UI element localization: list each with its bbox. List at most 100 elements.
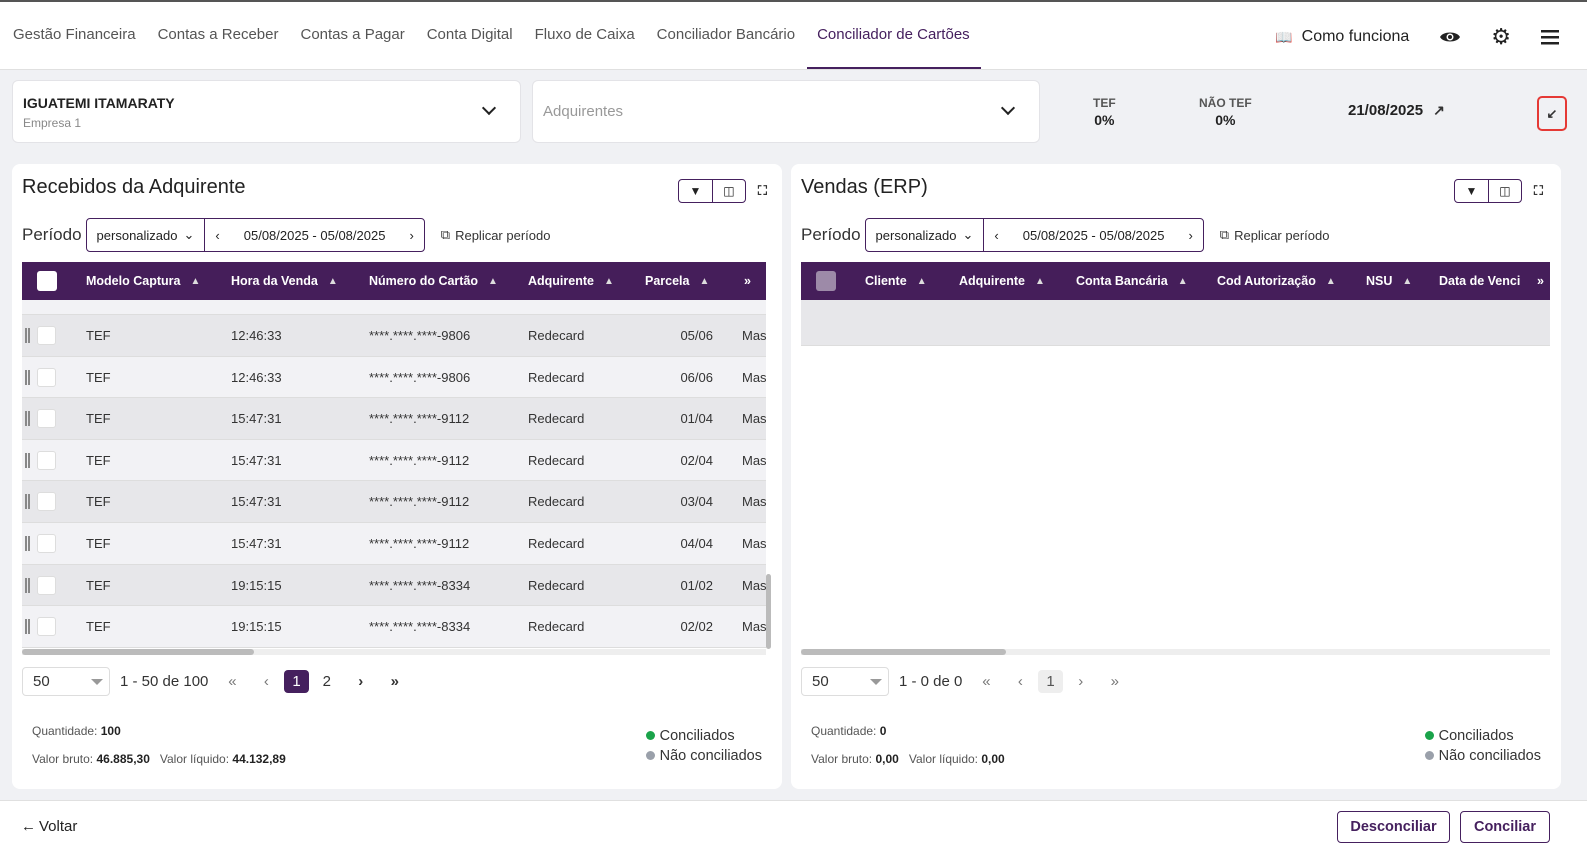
- more-columns-icon[interactable]: »: [744, 274, 751, 288]
- page-size-select[interactable]: 50: [801, 667, 889, 696]
- drag-handle-icon[interactable]: [25, 369, 30, 385]
- col-label: Cod Autorização: [1217, 274, 1316, 288]
- row-checkbox[interactable]: [37, 326, 56, 345]
- prev-period-icon[interactable]: ‹: [215, 227, 220, 243]
- row-checkbox[interactable]: [37, 533, 56, 553]
- fullscreen-icon[interactable]: ⛶: [757, 183, 767, 198]
- nav-conta-digital[interactable]: Conta Digital: [426, 26, 513, 43]
- sort-icon: ▲: [1402, 275, 1413, 287]
- last-page-icon[interactable]: »: [390, 673, 399, 690]
- col-label: Hora da Venda: [231, 274, 318, 288]
- col-adquirente[interactable]: Adquirente ▲: [528, 274, 614, 288]
- drag-handle-icon[interactable]: [25, 494, 30, 510]
- last-page-icon[interactable]: »: [1110, 673, 1119, 690]
- row-checkbox[interactable]: [37, 492, 56, 512]
- table-row[interactable]: TEF 15:47:31 ****.****.****-9112 Redecard 03…: [22, 481, 766, 523]
- col-data-de-vencimento[interactable]: Data de Venci: [1439, 274, 1521, 288]
- date-range[interactable]: 05/08/2025 - 05/08/2025: [1022, 227, 1165, 243]
- table-row[interactable]: TEF 15:47:31 ****.****.****-9112 Redecard 01…: [22, 398, 766, 440]
- drag-handle-icon[interactable]: [25, 535, 30, 551]
- filter-icon[interactable]: ▼: [689, 184, 702, 198]
- col-modelo-captura[interactable]: Modelo Captura ▲: [86, 274, 200, 288]
- date-link[interactable]: 21/08/2025 ↗: [1348, 102, 1445, 119]
- col-conta-bancaria[interactable]: Conta Bancária ▲: [1076, 274, 1188, 288]
- first-page-icon[interactable]: «: [228, 673, 237, 690]
- como-funciona-button[interactable]: 📖 Como funciona: [1275, 28, 1409, 46]
- cell-modelo-captura: TEF: [86, 452, 111, 468]
- prev-period-icon[interactable]: ‹: [994, 227, 999, 243]
- drag-handle-icon[interactable]: [25, 619, 30, 635]
- col-nsu[interactable]: NSU ▲: [1366, 274, 1412, 288]
- columns-icon[interactable]: ◫: [1487, 180, 1521, 202]
- page-size-select[interactable]: 50: [22, 667, 110, 696]
- next-page-icon[interactable]: ›: [1078, 673, 1084, 690]
- page-1[interactable]: 1: [1038, 670, 1063, 693]
- collapse-button[interactable]: ↙: [1537, 96, 1567, 131]
- date-range[interactable]: 05/08/2025 - 05/08/2025: [243, 227, 386, 243]
- menu-icon[interactable]: [1541, 29, 1559, 45]
- nav-contas-a-receber[interactable]: Contas a Receber: [157, 26, 279, 43]
- desconciliar-button[interactable]: Desconciliar: [1337, 811, 1450, 843]
- replicar-periodo-button[interactable]: ⧉ Replicar período: [441, 227, 551, 243]
- col-adquirente[interactable]: Adquirente ▲: [959, 274, 1045, 288]
- select-all-checkbox[interactable]: [816, 271, 836, 291]
- table-row[interactable]: TEF 12:46:33 ****.****.****-9806 Redecard 06…: [22, 356, 766, 399]
- table-row[interactable]: TEF 15:47:31 ****.****.****-9112 Redecard 02…: [22, 439, 766, 482]
- drag-handle-icon[interactable]: [25, 411, 30, 427]
- pagination: 50 1 - 0 de 0 « ‹ 1 › »: [801, 667, 1125, 696]
- drag-handle-icon[interactable]: [25, 452, 30, 468]
- more-columns-icon[interactable]: »: [1537, 274, 1544, 288]
- table-row[interactable]: TEF 19:15:15 ****.****.****-8334 Redecard 02…: [22, 606, 766, 648]
- first-page-icon[interactable]: «: [982, 673, 991, 690]
- col-numero-do-cartao[interactable]: Número do Cartão ▲: [369, 274, 498, 288]
- liquido-value: 0,00: [981, 752, 1005, 766]
- drag-handle-icon[interactable]: [25, 328, 30, 343]
- next-period-icon[interactable]: ›: [409, 227, 414, 243]
- row-checkbox[interactable]: [37, 367, 56, 387]
- row-checkbox[interactable]: [37, 575, 56, 595]
- prev-page-icon[interactable]: ‹: [1017, 673, 1023, 690]
- horizontal-scrollbar[interactable]: [22, 649, 766, 655]
- cell-parcela: 06/06: [680, 369, 713, 385]
- fullscreen-icon[interactable]: ⛶: [1533, 183, 1543, 198]
- table-row[interactable]: TEF 15:47:31 ****.****.****-9112 Redecard 04…: [22, 522, 766, 565]
- select-all-checkbox[interactable]: [37, 271, 57, 291]
- col-cliente[interactable]: Cliente ▲: [865, 274, 927, 288]
- table-row[interactable]: TEF 12:46:33 ****.****.****-9806 Redecard 05…: [22, 315, 766, 357]
- table-row[interactable]: TEF 19:15:15 ****.****.****-8334 Redecard 01…: [22, 564, 766, 607]
- nav-contas-a-pagar[interactable]: Contas a Pagar: [300, 26, 405, 43]
- voltar-button[interactable]: ← Voltar: [21, 818, 77, 835]
- nav-conciliador-bancario[interactable]: Conciliador Bancário: [656, 26, 796, 43]
- next-period-icon[interactable]: ›: [1188, 227, 1193, 243]
- replicar-periodo-button[interactable]: ⧉ Replicar período: [1220, 227, 1330, 243]
- conciliar-button[interactable]: Conciliar: [1460, 811, 1550, 843]
- horizontal-scrollbar[interactable]: [801, 649, 1550, 655]
- table-tools: ▼ ◫: [677, 179, 746, 203]
- acquirers-select[interactable]: Adquirentes: [532, 80, 1040, 143]
- gear-icon[interactable]: ⚙: [1491, 24, 1511, 49]
- company-select[interactable]: IGUATEMI ITAMARATY Empresa 1: [12, 80, 521, 143]
- eye-icon[interactable]: [1439, 29, 1461, 45]
- row-checkbox[interactable]: [37, 617, 56, 637]
- nav-gestao-financeira[interactable]: Gestão Financeira: [13, 26, 136, 43]
- recebidos-table: Modelo Captura ▲ Hora da Venda ▲ Número do…: [22, 262, 766, 652]
- nav-fluxo-de-caixa[interactable]: Fluxo de Caixa: [534, 26, 635, 43]
- row-checkbox[interactable]: [37, 409, 56, 429]
- columns-icon[interactable]: ◫: [711, 180, 745, 202]
- nav-conciliador-de-cartoes[interactable]: Conciliador de Cartões: [807, 26, 981, 69]
- vertical-scrollbar[interactable]: [766, 574, 771, 649]
- prev-page-icon[interactable]: ‹: [263, 673, 269, 690]
- periodo-type-select[interactable]: personalizado ⌄: [866, 219, 985, 251]
- row-checkbox[interactable]: [37, 450, 56, 470]
- gray-dot-icon: [645, 751, 655, 760]
- filter-icon[interactable]: ▼: [1465, 184, 1478, 198]
- drag-handle-icon[interactable]: [25, 577, 30, 593]
- page-1[interactable]: 1: [284, 670, 309, 693]
- next-page-icon[interactable]: ›: [358, 673, 364, 690]
- col-hora-da-venda[interactable]: Hora da Venda ▲: [231, 274, 338, 288]
- page-2[interactable]: 2: [322, 673, 331, 690]
- partial-row: [22, 300, 766, 315]
- col-cod-autorizacao[interactable]: Cod Autorização ▲: [1217, 274, 1336, 288]
- col-parcela[interactable]: Parcela ▲: [645, 274, 709, 288]
- periodo-type-select[interactable]: personalizado ⌄: [87, 219, 206, 251]
